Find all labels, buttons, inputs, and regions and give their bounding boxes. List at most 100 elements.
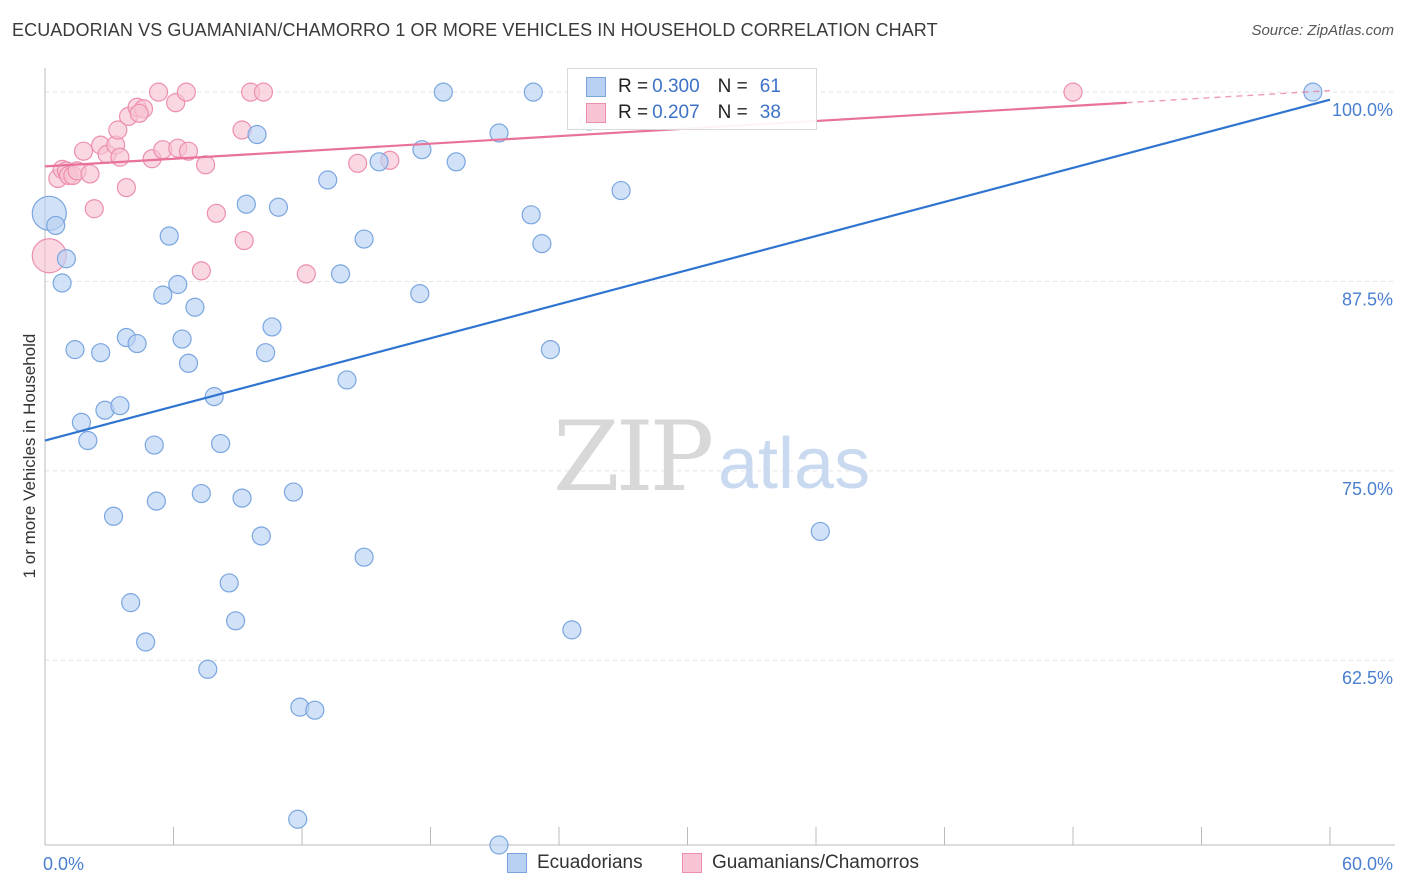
guamanian-point xyxy=(196,155,216,175)
watermark-atlas: atlas xyxy=(718,424,870,504)
ecuadorian-point xyxy=(226,611,246,631)
guamanian-trend-line xyxy=(44,101,1127,168)
ecuadorian-point xyxy=(354,547,374,567)
tick-labels: 100.0% 87.5% 75.0% 62.5% 0.0% 60.0% xyxy=(43,100,1393,874)
guamanian-point xyxy=(116,177,136,198)
ecuadorian-point xyxy=(185,297,205,317)
legend-swatch-pink xyxy=(682,853,702,873)
ecuadorian-point xyxy=(410,283,430,304)
ecuadorian-point xyxy=(489,123,509,143)
ecuadorian-point xyxy=(810,521,830,542)
legend-r-value: 0.207 xyxy=(652,102,700,123)
ecuadorian-point xyxy=(236,194,256,214)
ecuadorian-point xyxy=(318,170,338,190)
guamanian-point xyxy=(178,141,199,161)
ecuadorian-point xyxy=(523,82,543,102)
guamanian-point xyxy=(80,164,100,184)
ecuadorian-point xyxy=(268,197,289,217)
guamanian-point xyxy=(348,153,368,173)
ecuadorian-point xyxy=(369,152,389,172)
legend-row-ecuadorians: R = 0.300 N = 61 xyxy=(586,75,781,99)
ecuadorian-point xyxy=(91,343,111,363)
series-legend: Ecuadorians Guamanians/Chamorros xyxy=(0,852,1406,878)
legend-n-label: N = xyxy=(717,102,748,123)
y-tick-label: 87.5% xyxy=(1342,289,1393,309)
ecuadorian-point xyxy=(136,632,156,652)
ecuadorian-point xyxy=(532,234,552,254)
y-tick-label: 62.5% xyxy=(1342,668,1393,688)
ecuadorian-point xyxy=(288,809,308,829)
ecuadorian-point xyxy=(146,491,166,511)
legend-swatch-blue xyxy=(507,853,527,873)
legend-r-label: R = xyxy=(618,102,649,123)
ecuadorian-point xyxy=(56,249,77,269)
ecuadorian-point xyxy=(178,353,199,373)
ecuadorian-point xyxy=(110,396,130,416)
ecuadorian-trend-line xyxy=(44,98,1331,442)
legend-n-value: 61 xyxy=(759,76,781,97)
guamanian-point xyxy=(296,264,316,284)
ecuadorian-point xyxy=(46,215,66,236)
y-axis-label: 1 or more Vehicles in Household xyxy=(20,334,39,579)
ecuadorian-point xyxy=(198,659,218,679)
ecuadorian-point xyxy=(255,343,276,363)
guamanian-point xyxy=(176,82,196,102)
x-tick-label: 0.0% xyxy=(43,854,84,874)
legend-label-guamanians: Guamanians/Chamorros xyxy=(712,852,919,873)
guamanian-trend-extension xyxy=(1126,89,1331,104)
y-tick-label: 75.0% xyxy=(1342,479,1393,499)
legend-item-ecuadorians[interactable]: Ecuadorians xyxy=(507,852,643,874)
ecuadorian-point xyxy=(144,435,164,455)
legend-r-label: R = xyxy=(618,76,649,97)
ecuadorian-point xyxy=(52,273,72,293)
guamanian-point xyxy=(253,82,274,102)
watermark-zip: ZIP xyxy=(553,401,712,513)
ecuadorian-point xyxy=(168,274,188,295)
ecuadorian-point xyxy=(103,506,124,526)
ecuadorian-point xyxy=(611,180,631,201)
ecuadorian-point xyxy=(540,340,561,360)
legend-label-ecuadorians: Ecuadorians xyxy=(537,852,643,873)
series-ecuadorians-points xyxy=(31,82,1323,855)
ecuadorian-point xyxy=(121,593,141,613)
ecuadorian-point xyxy=(153,285,173,305)
ecuadorian-point xyxy=(191,483,211,504)
guamanian-point xyxy=(191,261,211,281)
legend-item-guamanians[interactable]: Guamanians/Chamorros xyxy=(682,852,919,874)
ecuadorian-point xyxy=(354,229,374,249)
ecuadorian-point xyxy=(251,526,271,546)
trend-lines xyxy=(44,89,1331,442)
ecuadorian-point xyxy=(232,488,252,508)
guamanian-point xyxy=(234,230,254,251)
ecuadorian-point xyxy=(330,264,351,284)
guamanian-point xyxy=(108,120,128,140)
legend-n-label: N = xyxy=(717,76,748,97)
guamanian-point xyxy=(206,203,226,223)
legend-swatch-pink xyxy=(586,103,606,123)
x-tick-label: 60.0% xyxy=(1342,854,1393,874)
ecuadorian-point xyxy=(305,700,325,720)
series-guamanians-points xyxy=(31,82,1083,284)
correlation-legend: R = 0.300 N = 61 R = 0.207 N = 38 xyxy=(567,68,817,130)
ecuadorian-point xyxy=(172,329,192,349)
watermark: ZIP atlas xyxy=(553,401,870,513)
guamanian-point xyxy=(148,82,169,102)
ecuadorian-point xyxy=(446,152,466,172)
legend-n-value: 38 xyxy=(759,102,781,123)
y-tick-label: 100.0% xyxy=(1332,100,1393,120)
guamanian-point xyxy=(129,103,149,123)
ecuadorian-point xyxy=(337,370,357,390)
grid-lines xyxy=(45,91,1395,661)
legend-row-guamanians: R = 0.207 N = 38 xyxy=(586,101,781,125)
ecuadorian-point xyxy=(562,620,582,640)
legend-swatch-blue xyxy=(586,77,606,97)
ecuadorian-point xyxy=(211,433,231,454)
guamanian-point xyxy=(1063,82,1083,102)
ecuadorian-point xyxy=(65,340,85,360)
legend-r-value: 0.300 xyxy=(652,76,700,97)
chart-title: ECUADORIAN VS GUAMANIAN/CHAMORRO 1 OR MO… xyxy=(12,20,938,40)
guamanian-point xyxy=(84,199,104,219)
ecuadorian-point xyxy=(247,124,267,145)
ecuadorian-point xyxy=(78,430,98,451)
